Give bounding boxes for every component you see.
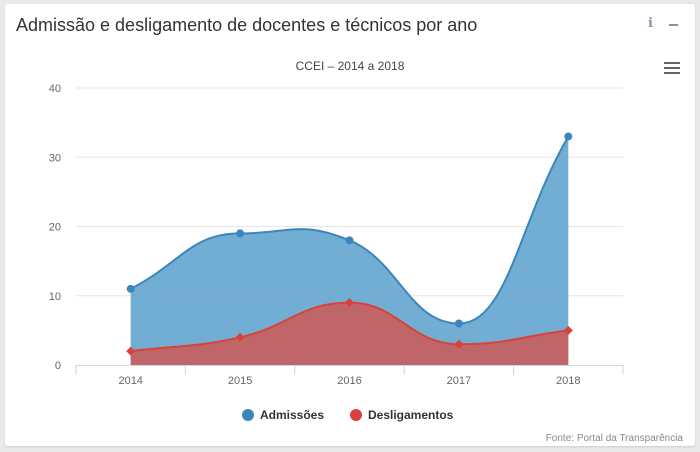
- y-tick-label: 40: [49, 83, 61, 95]
- chart-card: Admissão e desligamento de docentes e té…: [5, 4, 695, 446]
- legend-label: Desligamentos: [368, 408, 454, 422]
- legend-marker: [350, 409, 362, 421]
- y-tick-label: 10: [49, 291, 61, 303]
- series-area-desligamentos: [130, 302, 569, 365]
- x-tick-label: 2016: [337, 375, 361, 387]
- data-point[interactable]: [126, 346, 136, 356]
- x-tick-label: 2017: [447, 375, 471, 387]
- series-areas: [130, 135, 570, 365]
- y-axis-labels: 0 10 20 30 40: [49, 83, 61, 372]
- x-tick-label: 2015: [228, 375, 252, 387]
- x-tick-label: 2014: [118, 375, 142, 387]
- minimize-icon[interactable]: [669, 24, 678, 26]
- legend-item-desligamentos[interactable]: Desligamentos: [350, 408, 454, 422]
- y-tick-label: 30: [49, 152, 61, 164]
- y-tick-label: 0: [55, 360, 61, 372]
- series-area-admissoes: [130, 136, 569, 365]
- hamburger-menu-icon[interactable]: [664, 62, 680, 74]
- legend-marker: [242, 409, 254, 421]
- credits-text: Fonte: Portal da Transparência: [546, 433, 684, 444]
- series-markers: [126, 132, 573, 356]
- data-point[interactable]: [454, 339, 464, 349]
- data-point[interactable]: [564, 132, 573, 141]
- data-point[interactable]: [345, 236, 354, 245]
- y-tick-label: 20: [49, 222, 61, 234]
- data-point[interactable]: [236, 229, 245, 238]
- x-tick-label: 2018: [556, 375, 580, 387]
- data-point[interactable]: [454, 319, 463, 328]
- data-point[interactable]: [126, 284, 135, 293]
- legend-label: Admissões: [260, 408, 324, 422]
- data-point[interactable]: [345, 298, 354, 308]
- data-point[interactable]: [563, 325, 573, 335]
- info-icon[interactable]: i: [648, 16, 653, 31]
- card-title: Admissão e desligamento de docentes e té…: [16, 15, 478, 35]
- x-axis: 2014 2015 2016 2017 2018: [75, 365, 624, 387]
- data-point[interactable]: [235, 332, 245, 342]
- chart-title: CCEI – 2014 a 2018: [296, 59, 405, 73]
- series-line-admissoes: [130, 135, 570, 325]
- legend: Admissões Desligamentos: [242, 408, 454, 422]
- legend-item-admissoes[interactable]: Admissões: [242, 408, 324, 422]
